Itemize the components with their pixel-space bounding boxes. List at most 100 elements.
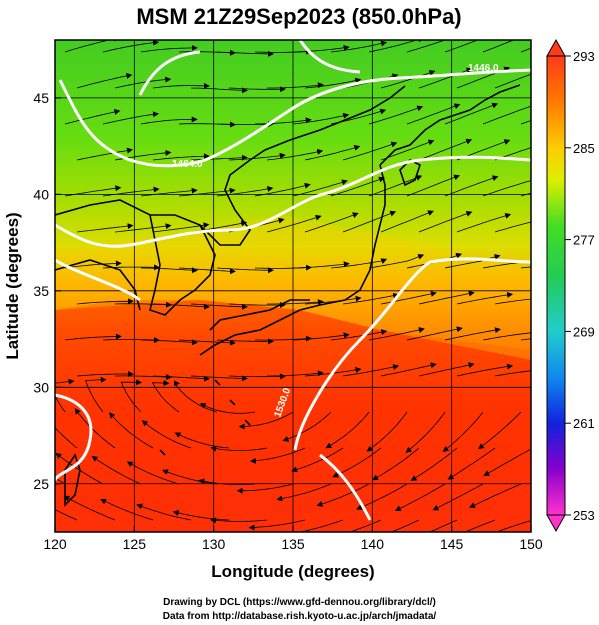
streamline	[494, 73, 531, 89]
streamline	[266, 214, 322, 233]
streamline	[418, 211, 473, 233]
streamline	[152, 375, 210, 382]
streamline	[405, 411, 446, 453]
streamline	[228, 152, 286, 161]
streamline	[173, 380, 218, 413]
streamline	[292, 332, 350, 341]
streamline	[210, 517, 268, 524]
streamline	[249, 447, 306, 464]
streamline	[228, 86, 286, 93]
streamline	[368, 253, 425, 269]
streamline	[444, 175, 499, 197]
streamline	[76, 371, 134, 377]
y-tick-label: 25	[33, 476, 49, 492]
streamline	[287, 519, 344, 532]
colorbar-tick-label: 253	[573, 508, 595, 523]
streamline	[198, 478, 256, 486]
streamline	[304, 295, 362, 305]
y-axis-label: Latitude (degrees)	[3, 212, 22, 359]
streamline	[216, 185, 274, 197]
streamline	[292, 179, 348, 197]
streamline	[255, 335, 312, 342]
streamline	[178, 339, 236, 346]
streamline	[216, 338, 274, 345]
streamline	[292, 112, 350, 125]
streamline	[64, 108, 121, 125]
streamline	[418, 67, 473, 89]
streamline	[190, 87, 248, 94]
streamline	[494, 370, 531, 377]
streamline	[380, 70, 436, 89]
streamline	[356, 483, 408, 510]
streamline	[64, 260, 122, 269]
streamline	[102, 111, 159, 125]
streamline	[494, 221, 531, 233]
streamline	[520, 338, 531, 341]
streamline	[482, 177, 531, 197]
streamline	[368, 327, 425, 341]
streamline	[342, 292, 400, 305]
streamline	[380, 139, 435, 161]
streamline	[109, 412, 154, 449]
streamline	[380, 362, 437, 377]
streamline	[292, 261, 350, 269]
streamline	[248, 519, 306, 531]
y-axis-ticks: 25 30 35 40 45	[33, 90, 61, 492]
streamline	[190, 154, 248, 161]
streamline	[76, 223, 134, 233]
streamline	[520, 120, 531, 125]
streamline	[406, 326, 463, 341]
streamline	[114, 223, 172, 233]
streamline	[76, 147, 133, 161]
streamline	[152, 82, 210, 89]
streamline	[216, 267, 274, 274]
plot-area: 1446.0 1464.0 1530.0	[55, 40, 531, 532]
streamline	[444, 327, 501, 341]
streamline	[64, 333, 122, 341]
streamline	[444, 40, 479, 53]
streamline	[140, 116, 198, 125]
streamline	[368, 105, 424, 125]
streamline	[444, 102, 499, 125]
streamline	[304, 145, 361, 161]
streamline	[267, 299, 324, 306]
streamline	[236, 483, 294, 494]
streamline	[140, 187, 198, 197]
streamline	[228, 373, 286, 380]
streamline	[115, 374, 172, 381]
streamline	[267, 370, 324, 377]
streamline	[342, 364, 400, 377]
colorbar-tick-label: 293	[573, 49, 595, 64]
streamline	[325, 411, 370, 449]
streamline	[254, 117, 312, 125]
contour-label-1446: 1446.0	[468, 63, 499, 74]
streamline	[406, 40, 447, 53]
streamline	[228, 302, 286, 309]
streamline	[342, 141, 398, 161]
streamline	[406, 103, 461, 125]
streamline	[85, 376, 107, 413]
x-tick-label: 120	[43, 536, 67, 552]
streamline	[152, 222, 210, 233]
streamline	[210, 445, 268, 452]
streamline	[304, 77, 362, 89]
streamline	[456, 291, 514, 305]
streamline	[332, 447, 382, 478]
streamline	[178, 267, 236, 275]
streamline	[254, 182, 311, 197]
x-tick-label: 140	[361, 536, 385, 552]
streamline	[151, 380, 180, 413]
streamline	[152, 303, 210, 310]
streamline	[114, 76, 172, 89]
streamline	[330, 329, 388, 341]
streamline	[482, 40, 515, 53]
streamline	[120, 379, 143, 413]
streamline	[483, 448, 531, 476]
streamline	[102, 186, 160, 197]
streamline	[276, 483, 332, 502]
streamline	[330, 176, 385, 197]
streamline	[380, 210, 434, 233]
streamline	[266, 148, 324, 161]
streamline	[63, 495, 116, 521]
streamline	[174, 432, 230, 449]
